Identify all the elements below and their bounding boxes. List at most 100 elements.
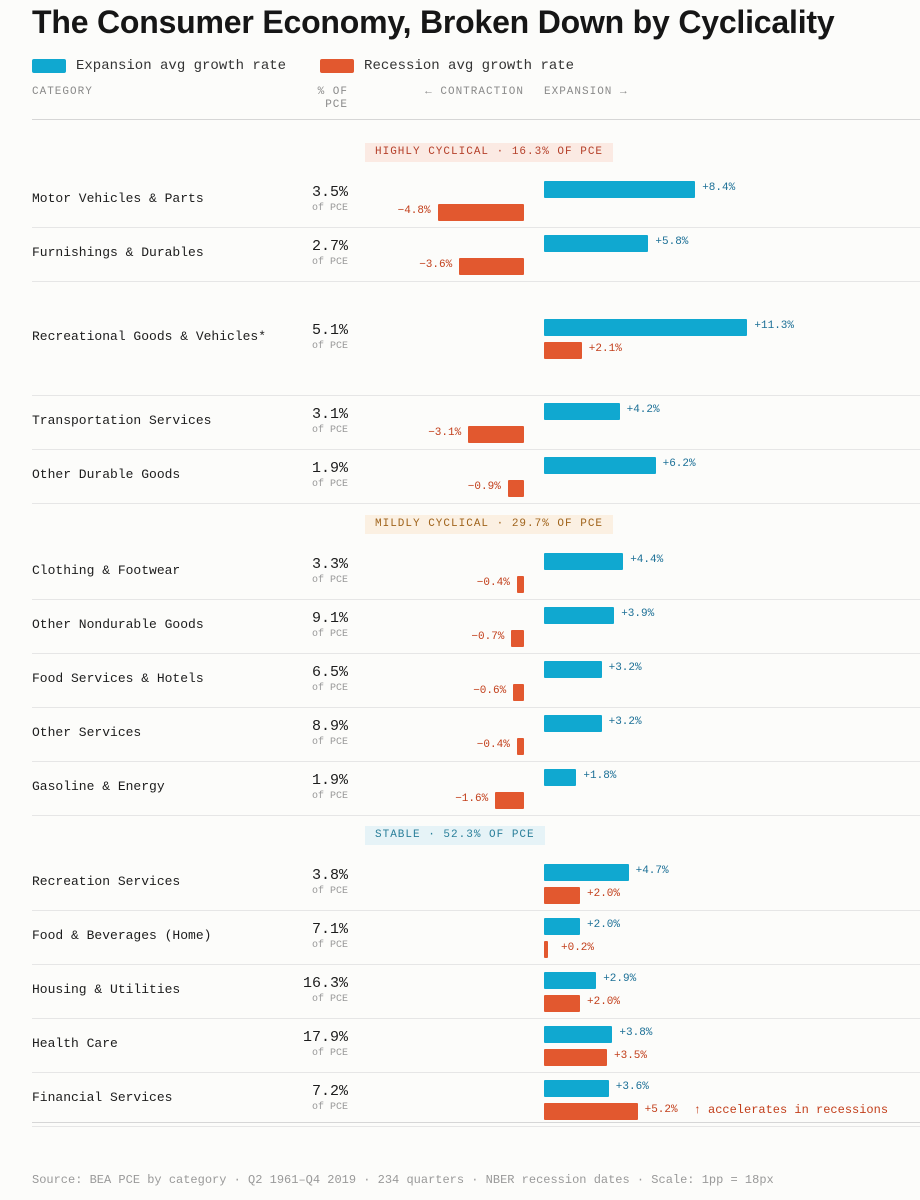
group-badge: MILDLY CYCLICAL · 29.7% OF PCE — [365, 515, 614, 534]
pce-unit: of PCE — [311, 1102, 348, 1113]
pce-unit: of PCE — [311, 341, 348, 352]
category-label: Food & Beverages (Home) — [32, 928, 212, 943]
recession-bar — [544, 342, 582, 359]
recession-bar — [516, 738, 524, 755]
legend-item-expansion: Expansion avg growth rate — [32, 58, 286, 74]
expansion-bar — [544, 607, 615, 624]
row-divider — [32, 1018, 920, 1019]
header-category: CATEGORY — [32, 86, 93, 98]
pce-unit: of PCE — [311, 886, 348, 897]
pce-share: 17.9% — [302, 1029, 348, 1046]
header-contraction: ← CONTRACTION — [425, 86, 524, 98]
pce-unit: of PCE — [311, 683, 348, 694]
pce-share: 7.1% — [311, 921, 348, 938]
category-label: Gasoline & Energy — [32, 779, 165, 794]
pce-share: 1.9% — [311, 460, 348, 477]
row-divider — [32, 449, 920, 450]
header-pce-line2: PCE — [325, 99, 348, 111]
header-divider — [32, 119, 920, 120]
pce-unit: of PCE — [311, 257, 348, 268]
expansion-value-label: +11.3% — [754, 320, 794, 332]
legend: Expansion avg growth rate Recession avg … — [32, 58, 608, 74]
legend-item-recession: Recession avg growth rate — [320, 58, 574, 74]
pce-share: 3.8% — [311, 867, 348, 884]
recession-value-label: −1.6% — [455, 793, 489, 805]
expansion-value-label: +4.7% — [635, 865, 669, 877]
recession-bar — [544, 1049, 607, 1066]
recession-value-label: −3.1% — [428, 427, 462, 439]
recession-bar — [544, 941, 548, 958]
expansion-value-label: +6.2% — [662, 458, 696, 470]
category-label: Furnishings & Durables — [32, 245, 204, 260]
expansion-value-label: +3.6% — [615, 1081, 649, 1093]
expansion-bar — [544, 181, 696, 198]
category-label: Recreational Goods & Vehicles* — [32, 329, 267, 344]
recession-value-label: +0.2% — [561, 942, 595, 954]
row-divider — [32, 910, 920, 911]
recession-value-label: −0.4% — [476, 739, 510, 751]
expansion-value-label: +5.8% — [655, 236, 689, 248]
expansion-bar — [544, 457, 656, 474]
expansion-bar — [544, 769, 577, 786]
category-label: Health Care — [32, 1036, 118, 1051]
expansion-value-label: +3.8% — [619, 1027, 653, 1039]
expansion-value-label: +3.2% — [608, 716, 642, 728]
row-divider — [32, 227, 920, 228]
expansion-bar — [544, 403, 620, 420]
expansion-bar — [544, 715, 602, 732]
expansion-bar — [544, 1026, 613, 1043]
recession-bar — [459, 258, 524, 275]
pce-unit: of PCE — [311, 575, 348, 586]
recession-value-label: −0.9% — [467, 481, 501, 493]
legend-label-recession: Recession avg growth rate — [364, 58, 575, 74]
expansion-bar — [544, 319, 748, 336]
row-divider — [32, 503, 920, 504]
pce-unit: of PCE — [311, 737, 348, 748]
category-label: Clothing & Footwear — [32, 563, 181, 578]
pce-unit: of PCE — [311, 203, 348, 214]
expansion-value-label: +8.4% — [702, 182, 736, 194]
recession-value-label: −0.7% — [471, 631, 505, 643]
row-divider — [32, 964, 920, 965]
header-pce: % OF PCE — [318, 86, 348, 112]
recession-value-label: +2.0% — [587, 888, 621, 900]
row-divider — [32, 599, 920, 600]
expansion-value-label: +4.4% — [630, 554, 664, 566]
recession-bar — [544, 1103, 638, 1120]
recession-value-label: −4.8% — [397, 205, 431, 217]
recession-bar — [544, 995, 580, 1012]
row-divider — [32, 1072, 920, 1073]
row-divider — [32, 281, 920, 282]
pce-unit: of PCE — [311, 1048, 348, 1059]
row-divider — [32, 761, 920, 762]
expansion-bar — [544, 553, 624, 570]
recession-bar — [437, 204, 524, 221]
expansion-bar — [544, 235, 649, 252]
recession-bar — [507, 480, 524, 497]
row-divider — [32, 707, 920, 708]
legend-label-expansion: Expansion avg growth rate — [76, 58, 287, 74]
pce-share: 9.1% — [311, 610, 348, 627]
category-label: Other Durable Goods — [32, 467, 181, 482]
pce-unit: of PCE — [311, 425, 348, 436]
recession-value-label: +3.5% — [614, 1050, 648, 1062]
category-label: Food Services & Hotels — [32, 671, 204, 686]
pce-unit: of PCE — [311, 940, 348, 951]
pce-unit: of PCE — [311, 994, 348, 1005]
recession-bar — [468, 426, 524, 443]
pce-share: 2.7% — [311, 238, 348, 255]
recession-bar — [511, 630, 524, 647]
recession-value-label: +2.1% — [588, 343, 622, 355]
expansion-value-label: +3.9% — [621, 608, 655, 620]
pce-unit: of PCE — [311, 629, 348, 640]
expansion-value-label: +2.9% — [603, 973, 637, 985]
pce-share: 6.5% — [311, 664, 348, 681]
pce-share: 7.2% — [311, 1083, 348, 1100]
group-badge: HIGHLY CYCLICAL · 16.3% OF PCE — [365, 143, 614, 162]
expansion-value-label: +4.2% — [626, 404, 660, 416]
expansion-value-label: +3.2% — [608, 662, 642, 674]
bottom-divider — [32, 1122, 920, 1123]
pce-unit: of PCE — [311, 791, 348, 802]
chart-title: The Consumer Economy, Broken Down by Cyc… — [32, 4, 835, 40]
pce-share: 3.3% — [311, 556, 348, 573]
